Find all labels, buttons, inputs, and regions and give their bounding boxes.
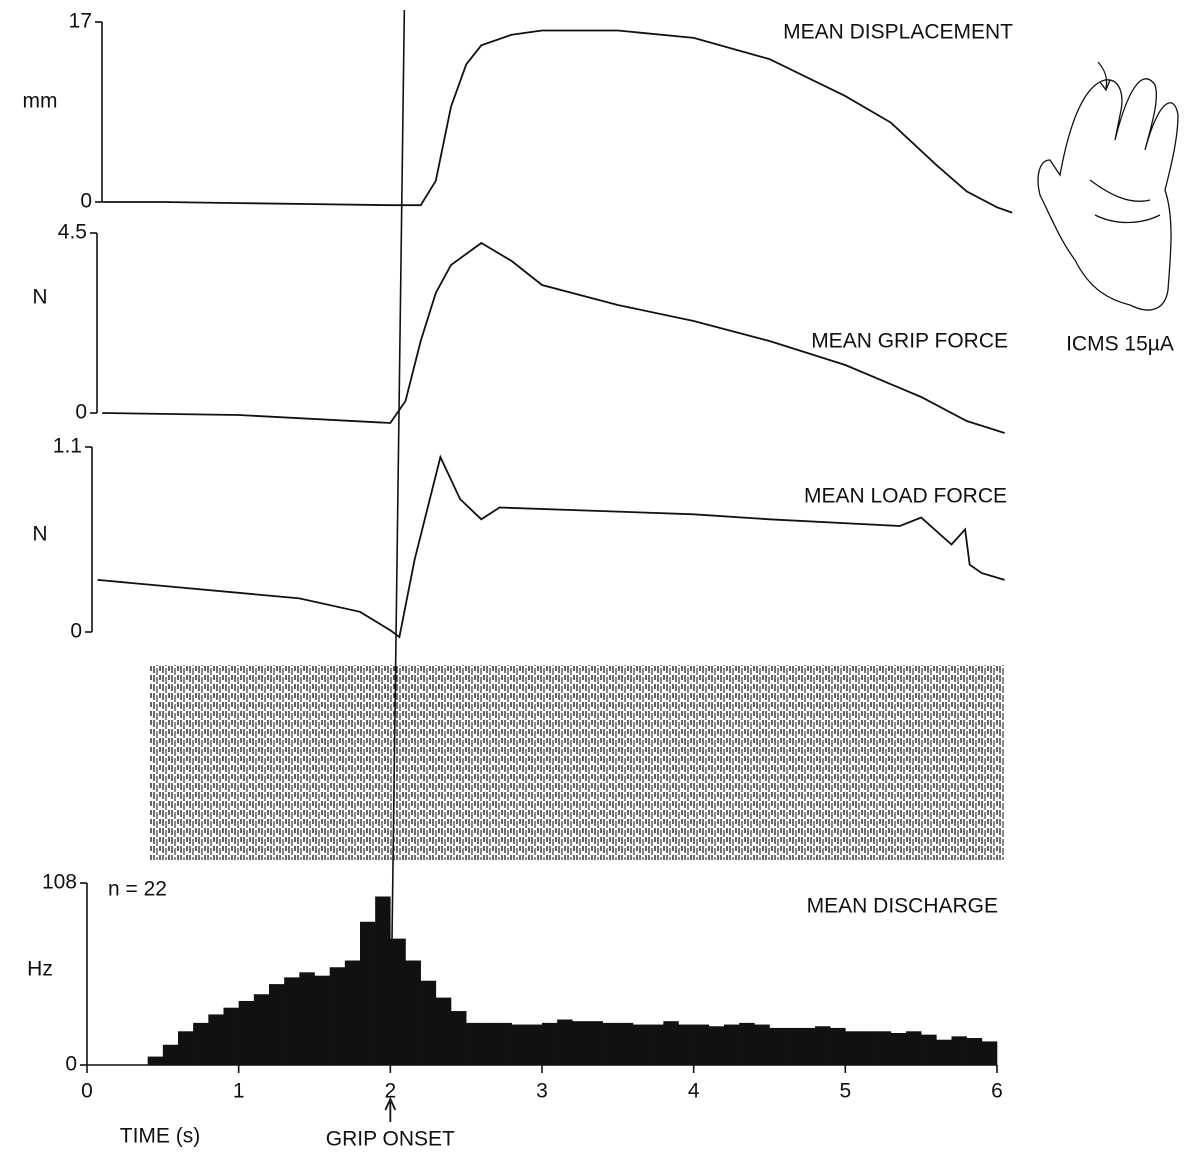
histogram-bar — [587, 1021, 603, 1065]
histogram-bar — [860, 1031, 876, 1065]
histogram-bar — [284, 977, 300, 1065]
histogram-bar — [830, 1027, 846, 1065]
histogram-bar — [178, 1031, 194, 1065]
histogram-bar — [329, 967, 346, 1065]
histogram-bar — [648, 1024, 664, 1065]
onset-arrowhead — [384, 1096, 397, 1111]
y-axis-label: mm — [23, 90, 58, 113]
histogram-bar — [754, 1024, 770, 1065]
histogram-bar — [314, 975, 330, 1065]
histogram-bar — [162, 1044, 179, 1065]
x-tick-label: 6 — [991, 1080, 1003, 1103]
x-tick-label: 5 — [839, 1080, 851, 1103]
histogram-bar — [799, 1027, 816, 1065]
histogram-bar — [496, 1022, 512, 1065]
histogram-bar — [784, 1027, 801, 1065]
histogram-bar — [617, 1022, 634, 1065]
histogram-bar — [466, 1022, 482, 1065]
sample-size: n = 22 — [108, 878, 167, 901]
y-axis-label: Hz — [27, 958, 53, 981]
histogram-bar — [890, 1032, 907, 1065]
y-tick-label: 17 — [69, 10, 92, 33]
panel-title: MEAN GRIP FORCE — [811, 330, 1008, 353]
histogram-bar — [875, 1031, 892, 1065]
histogram-bar — [299, 972, 315, 1065]
histogram-bar — [420, 980, 437, 1065]
x-tick-label: 2 — [384, 1080, 396, 1103]
histogram-bar — [906, 1031, 922, 1065]
histogram-bar — [845, 1031, 861, 1065]
data-line — [97, 454, 1005, 639]
histogram-bar — [663, 1021, 679, 1065]
y-tick-label: 0 — [75, 401, 87, 424]
histogram-bar — [557, 1019, 573, 1065]
histogram-bar — [405, 960, 421, 1065]
histogram-bar — [739, 1022, 755, 1065]
hand-illustration — [1037, 61, 1179, 311]
histogram-bar — [936, 1039, 952, 1065]
histogram-bar — [344, 960, 361, 1065]
data-line — [102, 241, 1005, 434]
histogram-bar — [769, 1027, 785, 1065]
x-axis-label: TIME (s) — [120, 1125, 200, 1148]
histogram-bar — [193, 1022, 209, 1065]
y-axis-label: N — [32, 523, 47, 546]
y-tick-label: 0 — [65, 1053, 77, 1076]
histogram-bar — [375, 896, 391, 1065]
histogram-bar — [708, 1026, 725, 1065]
panel-title: MEAN LOAD FORCE — [804, 485, 1007, 508]
histogram-bar — [269, 984, 285, 1065]
histogram-bar — [572, 1021, 588, 1065]
histogram-bar — [678, 1024, 694, 1065]
histogram-bar — [693, 1024, 710, 1065]
histogram-bar — [724, 1024, 740, 1065]
x-tick-label: 1 — [233, 1080, 245, 1103]
histogram-bar — [815, 1026, 831, 1065]
x-tick-label: 3 — [536, 1080, 548, 1103]
histogram-bar — [223, 1007, 239, 1065]
histogram-bar — [390, 938, 406, 1065]
x-tick-label: 4 — [688, 1080, 700, 1103]
y-tick-label: 108 — [42, 871, 77, 894]
y-tick-label: 0 — [70, 620, 82, 643]
spike-raster — [150, 665, 1005, 860]
histogram-bar — [981, 1041, 998, 1065]
panel-title: MEAN DISCHARGE — [807, 895, 998, 918]
histogram-bar — [602, 1022, 619, 1065]
histogram-bar — [147, 1056, 164, 1065]
histogram-bar — [951, 1036, 967, 1065]
histogram-bar — [208, 1014, 224, 1065]
histogram-bar — [238, 1000, 255, 1065]
histogram-bar — [542, 1022, 558, 1065]
histogram-bar — [921, 1034, 937, 1065]
histogram-bar — [435, 997, 452, 1065]
y-tick-label: 0 — [80, 190, 92, 213]
histogram-bar — [511, 1024, 528, 1065]
x-tick-label: 0 — [81, 1080, 93, 1103]
histogram-bar — [253, 994, 270, 1065]
y-axis-label: N — [32, 286, 47, 309]
histogram-bar — [966, 1038, 983, 1065]
histogram-bar — [451, 1011, 467, 1065]
data-line — [102, 29, 1013, 214]
stimulus-label: ICMS 15µA — [1066, 333, 1174, 356]
histogram-bar — [526, 1024, 543, 1065]
histogram-bar — [360, 921, 376, 1065]
y-tick-label: 4.5 — [58, 221, 87, 244]
onset-label: GRIP ONSET — [326, 1128, 455, 1151]
y-tick-label: 1.1 — [53, 435, 82, 458]
histogram-bar — [481, 1022, 497, 1065]
histogram-bar — [633, 1024, 649, 1065]
panel-title: MEAN DISPLACEMENT — [783, 21, 1013, 44]
onset-line — [389, 9, 406, 1066]
